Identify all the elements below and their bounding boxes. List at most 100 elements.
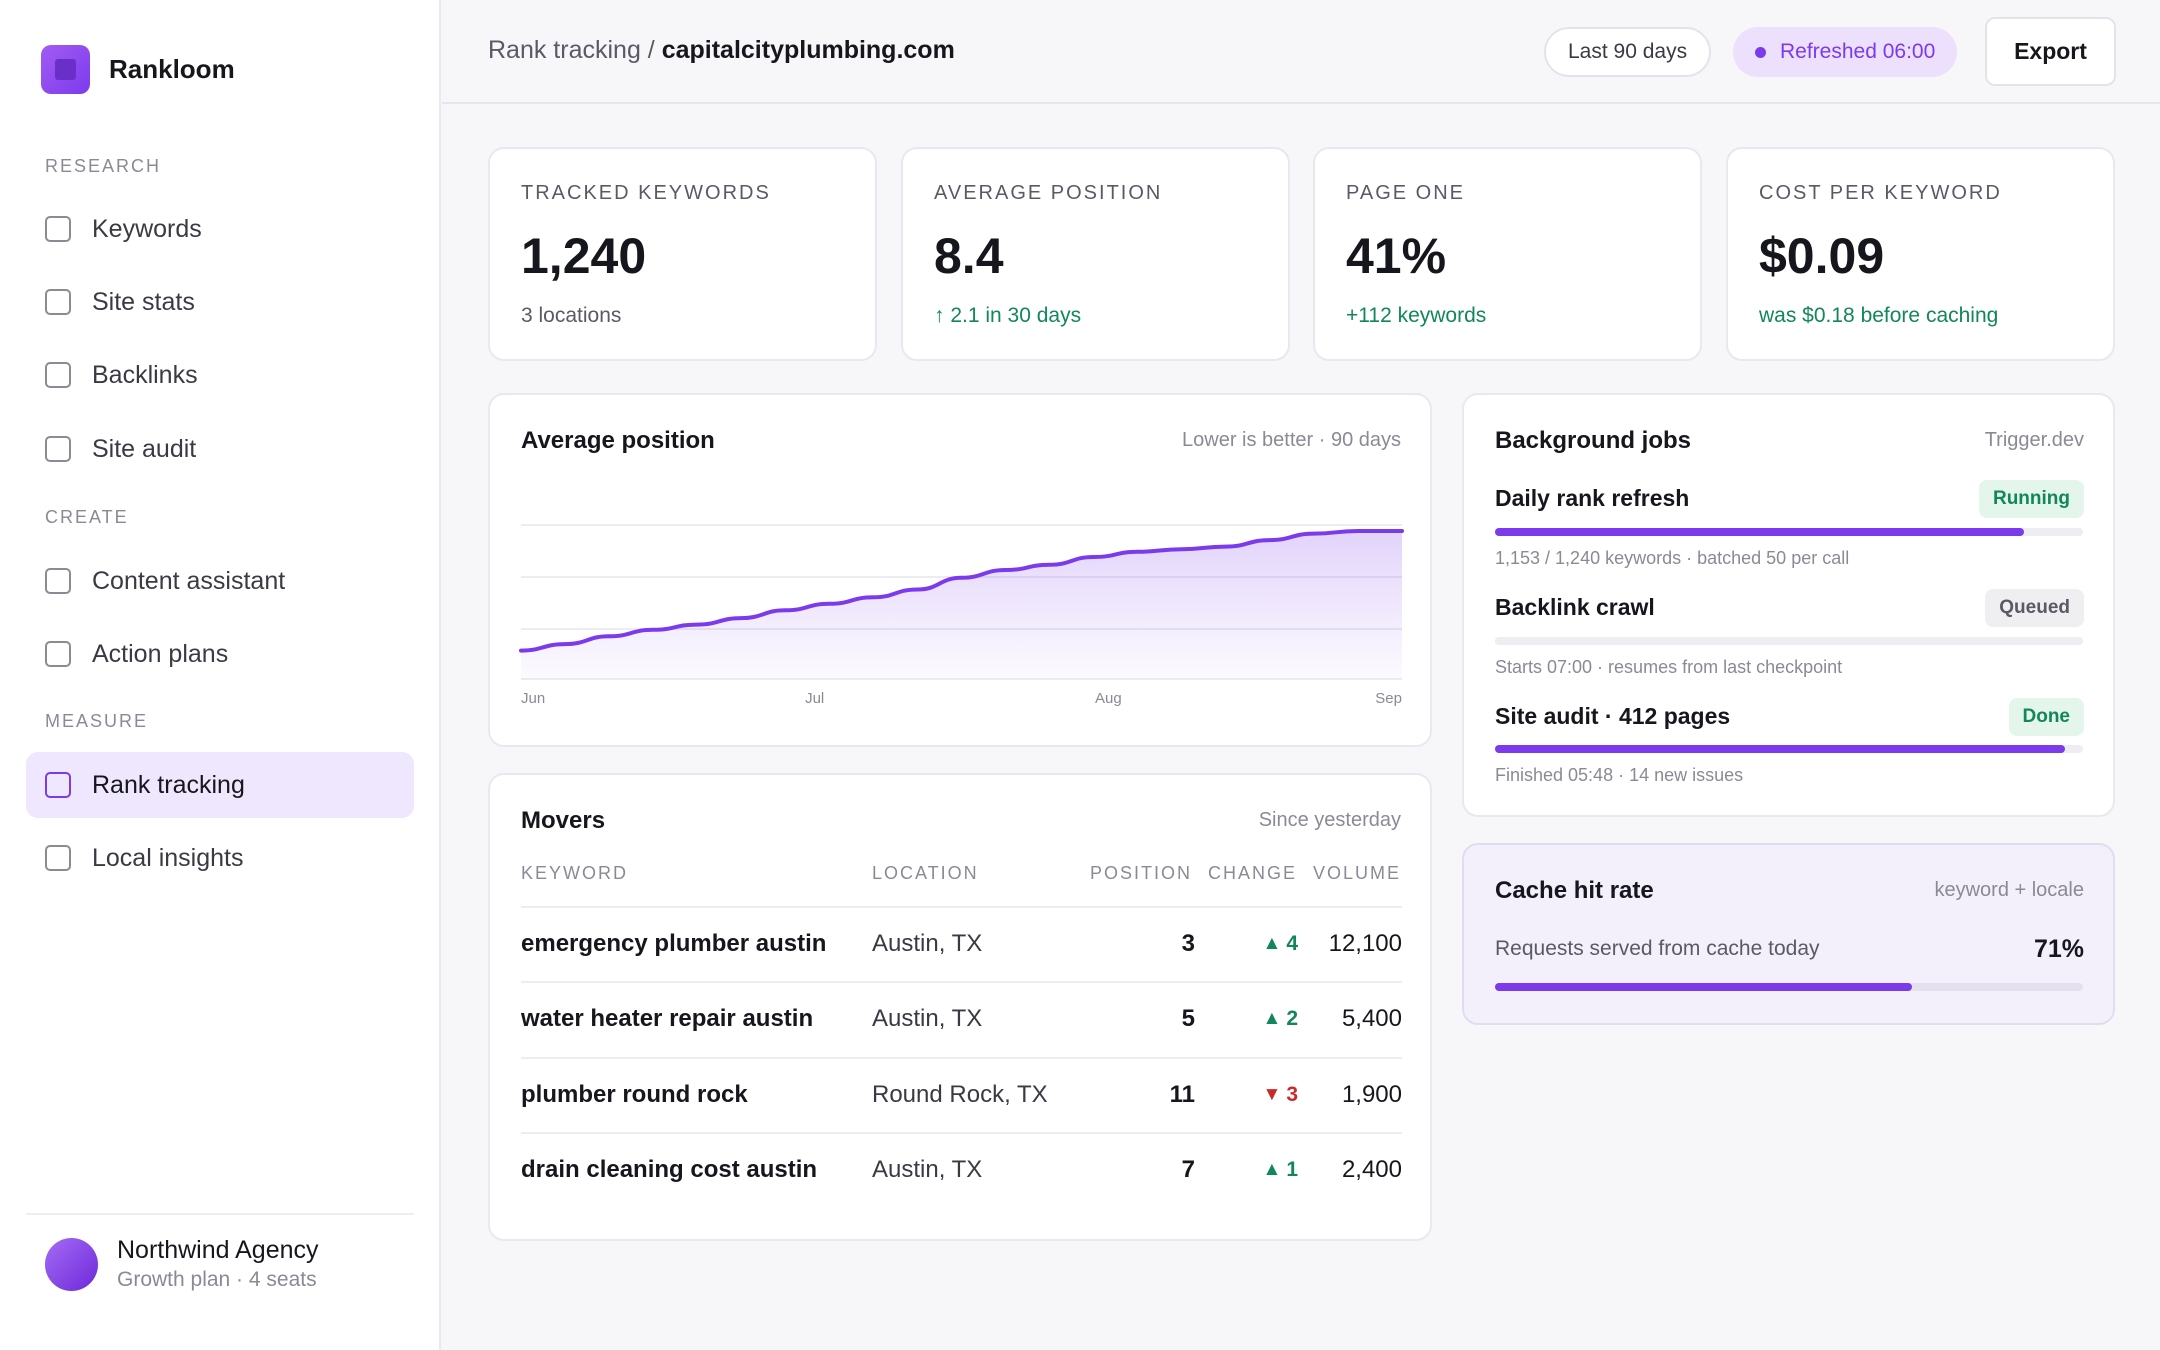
cell-location: Austin, TX bbox=[872, 1005, 983, 1032]
table-row[interactable]: water heater repair austin Austin, TX 5 … bbox=[521, 981, 1402, 1056]
kpi-card-page-one: PAGE ONE 41% +112 keywords bbox=[1313, 147, 1702, 361]
cell-location: Austin, TX bbox=[872, 1156, 983, 1183]
cell-keyword: water heater repair austin bbox=[521, 1005, 814, 1032]
kpi-card-cost-per-keyword: COST PER KEYWORD $0.09 was $0.18 before … bbox=[1726, 147, 2115, 361]
arrow-down-icon: ▼ bbox=[1262, 1084, 1282, 1105]
arrow-up-icon: ▲ bbox=[1262, 933, 1282, 954]
job-name: Site audit · 412 pages bbox=[1495, 703, 1731, 729]
cell-position: 3 bbox=[1181, 930, 1195, 957]
cell-keyword: drain cleaning cost austin bbox=[521, 1156, 818, 1183]
cache-description: Requests served from cache today bbox=[1495, 937, 1820, 960]
checkbox-icon bbox=[45, 772, 71, 798]
movers-title: Movers bbox=[521, 807, 606, 834]
brand[interactable]: Rankloom bbox=[41, 45, 235, 94]
kpi-label: TRACKED KEYWORDS bbox=[521, 182, 771, 204]
account-name: Northwind Agency bbox=[117, 1236, 319, 1264]
sidebar-item-label: Action plans bbox=[92, 639, 229, 668]
cell-volume: 2,400 bbox=[1341, 1156, 1402, 1183]
date-range-selector[interactable]: Last 90 days bbox=[1544, 27, 1712, 77]
job-progress-bar bbox=[1495, 528, 2083, 536]
sidebar-item-label: Site audit bbox=[92, 434, 197, 463]
status-badge: Done bbox=[2008, 698, 2084, 736]
job-progress-bar bbox=[1495, 745, 2083, 753]
job-name: Daily rank refresh bbox=[1495, 485, 1690, 511]
breadcrumb-domain: capitalcityplumbing.com bbox=[661, 36, 955, 64]
arrow-up-icon: ▲ bbox=[1262, 1159, 1282, 1180]
change-value: 2 bbox=[1286, 1007, 1298, 1030]
column-header-volume[interactable]: VOLUME bbox=[1312, 863, 1401, 883]
arrow-up-icon: ▲ bbox=[1262, 1008, 1282, 1029]
job-progress-bar bbox=[1495, 637, 2083, 645]
chart-meta: Lower is better · 90 days bbox=[1182, 429, 1401, 451]
brand-logo-icon bbox=[41, 45, 90, 94]
checkbox-icon bbox=[45, 289, 71, 315]
x-tick-label: Jul bbox=[805, 690, 824, 707]
export-button[interactable]: Export bbox=[1985, 17, 2116, 86]
sidebar-item-local-insights[interactable]: Local insights bbox=[26, 825, 414, 891]
x-tick-label: Sep bbox=[1375, 690, 1402, 707]
table-row[interactable]: emergency plumber austin Austin, TX 3 ▲ 4… bbox=[521, 906, 1402, 981]
chart-area bbox=[521, 531, 1402, 679]
jobs-meta[interactable]: Trigger.dev bbox=[1984, 429, 2084, 451]
sidebar-item-backlinks[interactable]: Backlinks bbox=[26, 342, 414, 408]
column-header-keyword[interactable]: KEYWORD bbox=[521, 863, 629, 883]
table-row[interactable]: plumber round rock Round Rock, TX 11 ▼ 3 … bbox=[521, 1057, 1402, 1132]
checkbox-icon bbox=[45, 845, 71, 871]
cache-progress-fill bbox=[1495, 983, 1913, 991]
kpi-card-average-position: AVERAGE POSITION 8.4 ↑ 2.1 in 30 days bbox=[901, 147, 1290, 361]
table-row[interactable]: drain cleaning cost austin Austin, TX 7 … bbox=[521, 1132, 1402, 1207]
cell-position: 7 bbox=[1181, 1156, 1195, 1183]
kpi-sub: 3 locations bbox=[521, 304, 622, 327]
cell-location: Round Rock, TX bbox=[872, 1081, 1048, 1108]
sidebar-item-site-stats[interactable]: Site stats bbox=[26, 269, 414, 335]
sidebar-item-content-assistant[interactable]: Content assistant bbox=[26, 548, 414, 614]
cell-change: ▲ 2 bbox=[1263, 1007, 1299, 1031]
top-bar: Rank tracking / capitalcityplumbing.com … bbox=[442, 0, 2160, 104]
kpi-card-tracked-keywords: TRACKED KEYWORDS 1,240 3 locations bbox=[488, 147, 877, 361]
checkbox-icon bbox=[45, 362, 71, 388]
cell-keyword: plumber round rock bbox=[521, 1081, 748, 1108]
cell-position: 11 bbox=[1169, 1081, 1195, 1108]
section-label-measure: MEASURE bbox=[45, 711, 149, 731]
brand-name: Rankloom bbox=[109, 54, 235, 84]
cell-change: ▲ 4 bbox=[1263, 932, 1299, 956]
checkbox-icon bbox=[45, 436, 71, 462]
refresh-status-badge: Refreshed 06:00 bbox=[1733, 27, 1958, 77]
sidebar-item-action-plans[interactable]: Action plans bbox=[26, 621, 414, 687]
avatar bbox=[45, 1237, 98, 1291]
account-switcher[interactable]: Northwind Agency Growth plan · 4 seats bbox=[45, 1234, 319, 1294]
checkbox-icon bbox=[45, 216, 71, 242]
chart-title: Average position bbox=[521, 427, 715, 454]
status-dot-icon bbox=[1755, 46, 1766, 58]
jobs-title: Background jobs bbox=[1495, 427, 1692, 454]
change-value: 4 bbox=[1286, 932, 1298, 955]
job-detail: 1,153 / 1,240 keywords · batched 50 per … bbox=[1495, 548, 1850, 568]
sidebar-item-site-audit[interactable]: Site audit bbox=[26, 416, 414, 482]
x-tick-label: Aug bbox=[1095, 690, 1122, 707]
job-progress-fill bbox=[1495, 745, 2066, 753]
sidebar-item-keywords[interactable]: Keywords bbox=[26, 196, 414, 262]
breadcrumb-parent[interactable]: Rank tracking / bbox=[488, 36, 655, 64]
chart-series-line bbox=[519, 529, 1404, 653]
status-badge: Queued bbox=[1985, 589, 2084, 627]
cell-volume: 5,400 bbox=[1341, 1005, 1402, 1032]
cell-volume: 1,900 bbox=[1341, 1081, 1402, 1108]
sidebar-divider bbox=[26, 1213, 414, 1215]
cache-hit-rate-value: 71% bbox=[2033, 935, 2084, 963]
kpi-sub: +112 keywords bbox=[1346, 304, 1487, 327]
account-plan: Growth plan · 4 seats bbox=[117, 1268, 317, 1291]
kpi-label: AVERAGE POSITION bbox=[934, 182, 1163, 204]
checkbox-icon bbox=[45, 641, 71, 667]
job-detail: Starts 07:00 · resumes from last checkpo… bbox=[1495, 657, 1843, 677]
sidebar-item-label: Local insights bbox=[92, 843, 244, 872]
cell-position: 5 bbox=[1181, 1005, 1195, 1032]
column-header-change[interactable]: CHANGE bbox=[1207, 863, 1297, 883]
kpi-sub: was $0.18 before caching bbox=[1759, 304, 1999, 327]
job-progress-fill bbox=[1495, 528, 2025, 536]
sidebar-item-rank-tracking[interactable]: Rank tracking bbox=[26, 752, 414, 818]
average-position-chart: Jun Jul Aug Sep bbox=[519, 524, 1404, 707]
sidebar: Rankloom RESEARCH Keywords Site stats Ba… bbox=[0, 0, 441, 1350]
column-header-location[interactable]: LOCATION bbox=[872, 863, 979, 883]
column-header-position[interactable]: POSITION bbox=[1089, 863, 1192, 883]
job-detail: Finished 05:48 · 14 new issues bbox=[1495, 765, 1744, 785]
